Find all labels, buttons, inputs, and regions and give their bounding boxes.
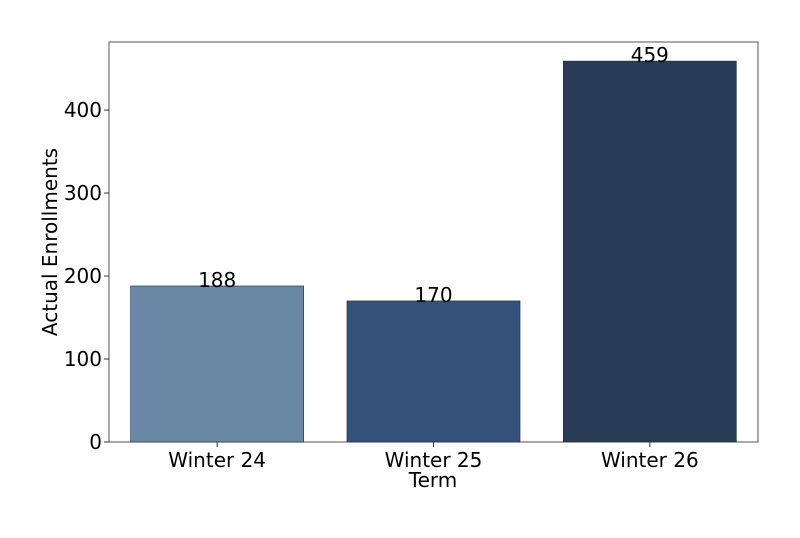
bar-2: [562, 60, 737, 443]
y-tick-label-4: 400: [64, 98, 102, 122]
y-axis: 0 100 200 300 400: [64, 98, 109, 454]
x-axis: Winter 24 Winter 25 Winter 26: [168, 442, 699, 472]
y-tick-label-3: 300: [64, 181, 102, 205]
x-tick-label-1: Winter 25: [385, 448, 483, 472]
data-label-2: 459: [631, 43, 669, 67]
bars-group: [130, 60, 737, 443]
y-axis-title: Actual Enrollments: [38, 148, 62, 336]
y-tick-label-0: 0: [89, 430, 102, 454]
data-label-1: 170: [414, 283, 452, 307]
x-tick-label-0: Winter 24: [168, 448, 266, 472]
y-tick-label-2: 200: [64, 264, 102, 288]
data-label-0: 188: [198, 268, 236, 292]
bar-0: [130, 285, 304, 443]
y-tick-label-1: 100: [64, 347, 102, 371]
data-labels-group: 188 170 459: [198, 43, 669, 307]
bar-1: [346, 300, 521, 443]
x-tick-label-2: Winter 26: [601, 448, 699, 472]
x-axis-title: Term: [408, 468, 457, 492]
